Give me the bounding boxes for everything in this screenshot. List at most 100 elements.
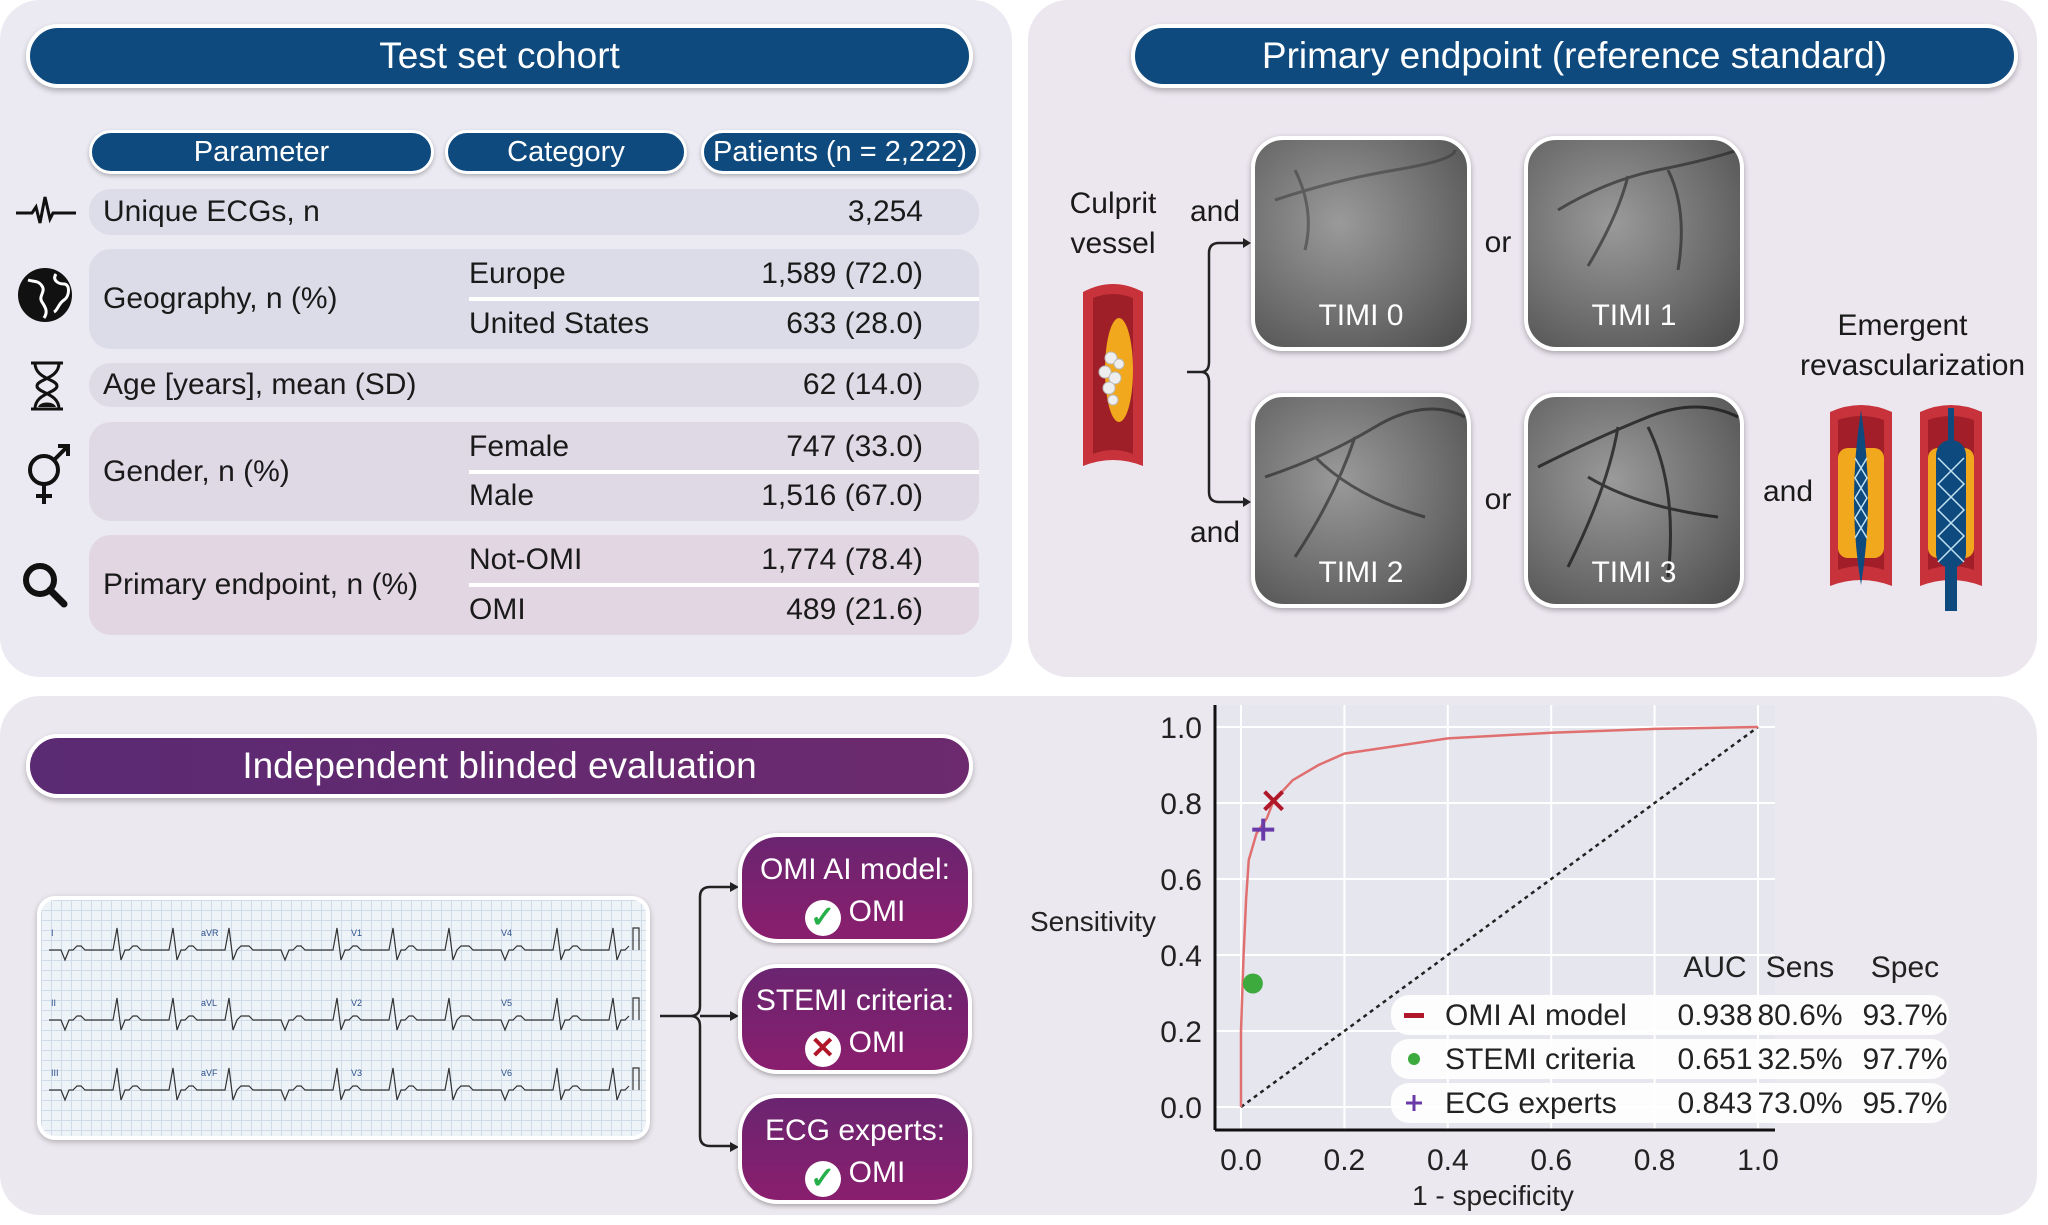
legend-value: 0.651 [1677, 1043, 1752, 1076]
ecg-lead-label: V2 [351, 998, 362, 1008]
legend-name: ECG experts [1445, 1087, 1617, 1120]
calibration-pulse [632, 997, 640, 1020]
category-omi: OMI [469, 593, 526, 626]
header-parameter: Parameter [89, 130, 434, 174]
ecg-lead-label: III [51, 1068, 59, 1078]
distribution-arrows-icon [660, 882, 739, 1152]
row-geography: Geography, n (%) Europe 1,589 (72.0) Unit… [89, 249, 979, 349]
y-axis-label: Sensitivity [1030, 906, 1156, 937]
timi-label: TIMI 3 [1591, 556, 1677, 589]
angiogram-timi-1: TIMI 1 [1524, 136, 1744, 351]
result-label: STEMI criteria: [755, 984, 955, 1017]
ecg-lead-trace [49, 927, 630, 962]
legend-value: 32.5% [1757, 1043, 1842, 1076]
legend-row-background [1391, 995, 1949, 1035]
chance-diagonal [1240, 725, 1759, 1109]
result-omi-ai-model: OMI AI model: ✓ OMI [738, 833, 972, 943]
divider [469, 469, 979, 474]
ecg-lead-label: aVL [201, 998, 217, 1008]
y-tick-label: 0.2 [1160, 1016, 1202, 1049]
legend-value: 73.0% [1757, 1087, 1842, 1120]
or-label-bottom: or [1484, 483, 1512, 516]
parameter-label: Geography, n (%) [103, 282, 338, 315]
stent-expanded-icon [1920, 405, 1982, 611]
x-tick-label: 0.4 [1427, 1144, 1469, 1177]
angiogram-timi-2: TIMI 2 [1251, 393, 1471, 608]
roc-curve-omi-ai-model [1239, 725, 1759, 1107]
vessel-trace-icon [1537, 405, 1739, 578]
legend-value: 80.6% [1757, 999, 1842, 1032]
vessel-trace-icon [1557, 148, 1739, 271]
value: 633 (28.0) [786, 307, 923, 340]
value: 62 (14.0) [802, 368, 923, 401]
result-verdict: OMI [848, 895, 906, 928]
y-tick-label: 0.8 [1160, 788, 1202, 821]
category-united-states: United States [469, 307, 650, 340]
x-axis-label: 1 - specificity [1412, 1180, 1574, 1211]
vessel-trace-icon [1274, 149, 1457, 251]
result-label: ECG experts: [764, 1114, 946, 1147]
category-europe: Europe [469, 257, 566, 290]
x-tick-label: 0.6 [1530, 1144, 1572, 1177]
timi-label: TIMI 2 [1318, 556, 1404, 589]
divider [469, 297, 979, 301]
ecg-lead-trace [49, 997, 630, 1032]
emergent-revascularization-label: Emergent revascularization [1800, 309, 2026, 382]
row-primary-endpoint: Primary endpoint, n (%) Not-OMI 1,774 (78… [89, 535, 979, 635]
category-male: Male [469, 479, 535, 513]
vessel-trace-icon [1264, 407, 1466, 558]
timi-label: TIMI 0 [1318, 299, 1404, 332]
cohort-title: Test set cohort [26, 24, 973, 88]
legend-marker-plus [1406, 1095, 1422, 1111]
parameter-label: Unique ECGs, n [103, 195, 320, 228]
legend-value: 95.7% [1862, 1087, 1947, 1120]
legend-header: AUC [1683, 951, 1746, 984]
culprit-vessel-icon [1083, 284, 1143, 466]
category-not-omi: Not-OMI [469, 543, 583, 576]
row-age: Age [years], mean (SD) 62 (14.0) [89, 363, 979, 407]
x-tick-label: 0.8 [1634, 1144, 1676, 1177]
parameter-label: Gender, n (%) [103, 454, 290, 488]
value: 1,774 (78.4) [761, 543, 923, 576]
x-tick-label: 0.0 [1220, 1144, 1262, 1177]
legend-value: 93.7% [1862, 999, 1947, 1032]
legend-marker-dash [1404, 1013, 1424, 1018]
bracket-arrow-icon [1187, 238, 1251, 507]
value: 747 (33.0) [786, 429, 923, 463]
ecg-lead-label: V4 [501, 928, 512, 938]
calibration-pulse [632, 927, 640, 950]
value: 3,254 [847, 195, 923, 228]
angiogram-timi-0: TIMI 0 [1251, 136, 1471, 351]
result-stemi-criteria: STEMI criteria: ✕ OMI [738, 964, 972, 1074]
stent-deploy-icon [1830, 405, 1892, 586]
y-tick-label: 0.0 [1160, 1092, 1202, 1125]
legend-row-background [1391, 1083, 1949, 1123]
result-label: OMI AI model: [759, 853, 951, 886]
ecg-lead-label: V5 [501, 998, 512, 1008]
parameter-label: Age [years], mean (SD) [103, 368, 417, 401]
ecg-lead-label: II [51, 998, 56, 1008]
cross-icon: ✕ [804, 1031, 841, 1067]
value: 1,516 (67.0) [761, 479, 923, 513]
ecg-lead-label: V3 [351, 1068, 362, 1078]
header-category: Category [445, 130, 687, 174]
endpoint-title: Primary endpoint (reference standard) [1131, 24, 2018, 88]
point-omi-ai-model [1263, 790, 1284, 812]
globe-icon [18, 268, 72, 322]
check-icon: ✓ [804, 1161, 841, 1197]
result-verdict: OMI [848, 1156, 906, 1189]
result-ecg-experts: ECG experts: ✓ OMI [738, 1094, 972, 1204]
result-verdict: OMI [848, 1026, 906, 1059]
y-tick-label: 1.0 [1160, 712, 1202, 745]
row-gender: Gender, n (%) Female 747 (33.0) Male 1,516… [89, 422, 979, 521]
or-label-top: or [1484, 226, 1512, 259]
row-unique-ecgs: Unique ECGs, n 3,254 [89, 189, 979, 235]
ecg-lead-label: aVF [201, 1068, 218, 1078]
value: 1,589 (72.0) [761, 257, 923, 290]
and-label-top: and [1190, 195, 1241, 228]
ecg-wave-icon [16, 196, 76, 224]
x-tick-label: 1.0 [1737, 1144, 1779, 1177]
ecg-lead-trace [49, 1067, 630, 1102]
y-tick-label: 0.4 [1160, 940, 1202, 973]
hourglass-icon [31, 361, 63, 411]
